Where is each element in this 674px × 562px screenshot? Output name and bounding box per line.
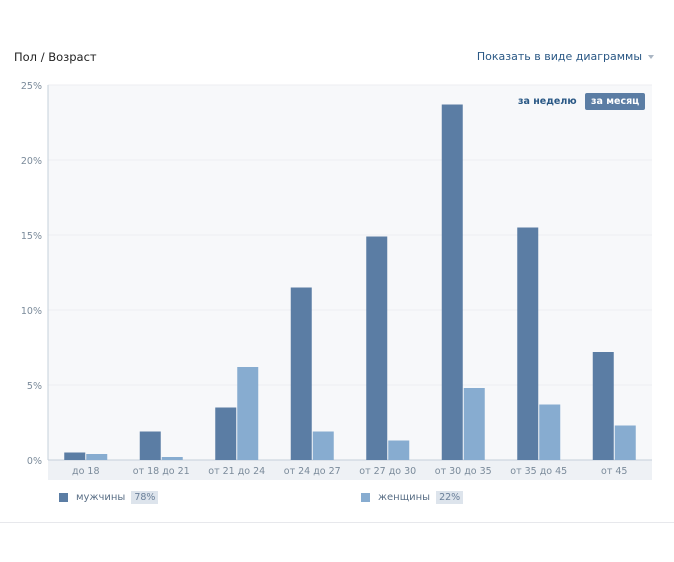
bottom-divider	[0, 522, 674, 523]
x-tick-label: от 45	[601, 466, 627, 477]
view-as-diagram-toggle[interactable]: Показать в виде диаграммы	[477, 50, 654, 63]
legend-men-percent: 78%	[131, 490, 159, 504]
legend-men[interactable]: мужчины 78%	[59, 489, 159, 505]
bar-women	[388, 440, 410, 460]
x-tick-label: от 30 до 35	[435, 466, 492, 477]
x-tick-label: до 18	[72, 466, 100, 477]
bar-women	[237, 367, 259, 460]
plot-background	[48, 85, 652, 460]
legend-women-percent: 22%	[436, 490, 464, 504]
view-toggle-label: Показать в виде диаграммы	[476, 50, 642, 63]
bar-men	[517, 227, 539, 460]
x-axis-band	[48, 460, 652, 480]
x-tick-label: от 27 до 30	[359, 466, 416, 477]
bar-men	[366, 236, 388, 460]
bar-women	[463, 388, 485, 460]
x-tick-label: от 24 до 27	[284, 466, 341, 477]
bar-women	[161, 457, 183, 460]
bar-men	[441, 104, 463, 460]
page-title: Пол / Возраст	[14, 50, 97, 64]
y-tick-label: 0%	[27, 456, 42, 467]
legend-men-swatch	[59, 492, 68, 502]
chevron-down-icon	[648, 55, 654, 59]
y-tick-label: 20%	[21, 156, 42, 167]
x-tick-label: от 35 до 45	[510, 466, 567, 477]
y-tick-label: 10%	[21, 306, 42, 317]
x-tick-label: от 18 до 21	[133, 466, 190, 477]
age-gender-bar-chart: 0% 5% 10% 15% 20% 25% до 18 от 18 до 21 от 21 до…	[21, 81, 652, 480]
y-tick-label: 5%	[27, 381, 42, 392]
x-tick-label: от 21 до 24	[208, 466, 265, 477]
legend-women-swatch	[361, 492, 370, 502]
bar-men	[290, 287, 312, 460]
tab-month[interactable]: за месяц	[585, 93, 646, 110]
bar-women	[86, 454, 108, 460]
bar-men	[215, 407, 237, 460]
tab-week[interactable]: за неделю	[518, 96, 577, 107]
bar-men	[64, 452, 86, 460]
y-tick-label: 15%	[21, 231, 42, 242]
bar-men	[592, 352, 614, 460]
legend-women-label: женщины	[378, 491, 431, 503]
bar-women	[539, 404, 561, 460]
legend-men-label: мужчины	[76, 491, 126, 503]
bar-men	[139, 431, 161, 460]
y-tick-label: 25%	[21, 81, 42, 92]
bar-women	[312, 431, 334, 460]
bar-women	[614, 425, 636, 460]
legend-women[interactable]: женщины 22%	[361, 489, 464, 505]
